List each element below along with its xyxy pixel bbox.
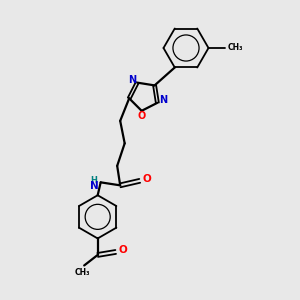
Text: H: H [90, 176, 97, 185]
Text: O: O [119, 245, 128, 255]
Text: N: N [159, 95, 167, 105]
Text: N: N [128, 75, 136, 85]
Text: O: O [137, 111, 146, 121]
Text: O: O [143, 174, 152, 184]
Text: N: N [90, 181, 99, 191]
Text: CH₃: CH₃ [75, 268, 90, 278]
Text: CH₃: CH₃ [227, 44, 243, 52]
